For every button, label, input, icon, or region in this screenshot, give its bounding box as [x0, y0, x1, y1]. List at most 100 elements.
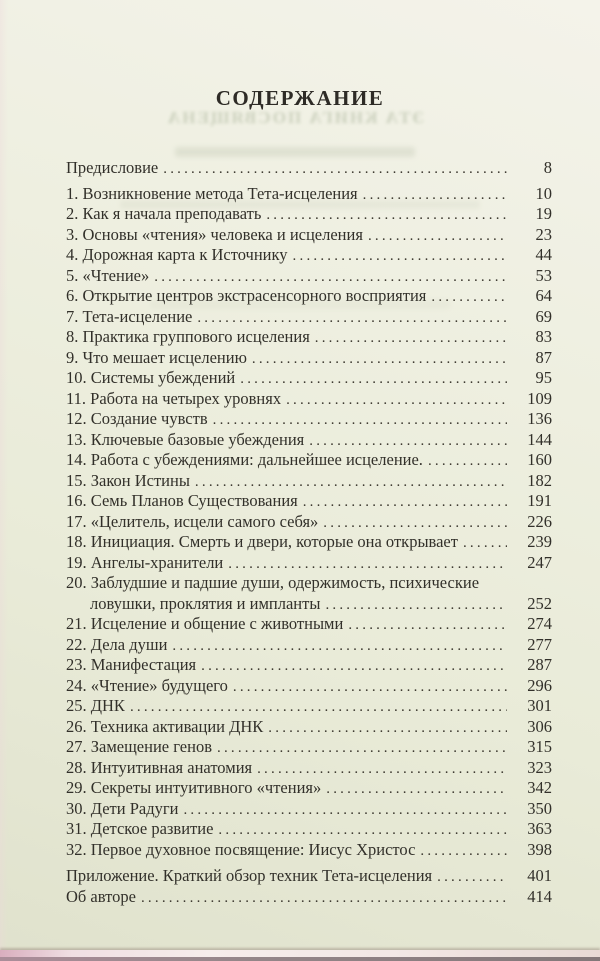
toc-entry-page: 274: [527, 614, 552, 633]
dot-leader: [163, 158, 507, 179]
dot-leader: [326, 778, 507, 799]
toc-entry-page: 69: [535, 306, 553, 326]
toc-entry-title: 17. «Целитель, исцели самого себя»: [66, 511, 319, 531]
toc-entry: 13. Ключевые базовые убеждения 144: [66, 430, 552, 451]
toc-entry: 7. Тета-исцеление 69: [66, 307, 552, 328]
toc-entry-title: 32. Первое духовное посвящение: Иисус Хр…: [66, 839, 416, 859]
toc-entry: 3. Основы «чтения» человека и исцеления …: [66, 225, 552, 246]
toc-entry: 14. Работа с убеждениями: дальнейшее исц…: [66, 450, 552, 471]
toc-entry: 30. Дети Радуги 350: [66, 799, 552, 820]
toc-entry: 6. Открытие центров экстрасенсорного вос…: [66, 286, 552, 307]
showthrough-smudge: [175, 147, 415, 157]
toc-entry: 16. Семь Планов Существования 191: [66, 491, 552, 512]
dot-leader: [201, 655, 507, 676]
toc-entry-title: 20. Заблудшие и падшие души, одержимость…: [66, 573, 480, 592]
toc-entry-page: 64: [535, 286, 553, 305]
toc-entry-title: 25. ДНК: [66, 696, 125, 715]
dot-leader: [172, 635, 507, 656]
page-title: СОДЕРЖАНИЕ: [215, 86, 385, 110]
dot-leader: [197, 307, 507, 328]
dot-leader: [368, 225, 507, 246]
toc-entry: 17. «Целитель, исцели самого себя» 226: [66, 512, 552, 533]
toc-entry: Приложение. Краткий обзор техник Тета-ис…: [66, 866, 552, 887]
toc-entry-page: 398: [527, 839, 552, 859]
toc-entry-title: 7. Тета-исцеление: [66, 306, 193, 326]
dot-leader: [218, 819, 507, 840]
toc-entry-page: 239: [527, 532, 552, 551]
toc-entry-title: 5. «Чтение»: [66, 265, 150, 285]
toc-entry-page: 287: [527, 655, 552, 674]
toc-entry-title: 18. Инициация. Смерть и двери, которые о…: [66, 532, 458, 551]
toc-entry: 22. Дела души 277: [66, 635, 552, 656]
toc-entry-page: 363: [527, 819, 552, 838]
toc-entry-title: 8. Практика группового исцеления: [66, 327, 310, 346]
toc-entry-page: 23: [535, 224, 553, 244]
toc-entry: ловушки, проклятия и импланты 252: [66, 594, 552, 615]
toc-entry-title: ловушки, проклятия и импланты: [90, 593, 321, 613]
toc-entry-page: 44: [535, 245, 553, 264]
dot-leader: [323, 512, 507, 533]
toc-entry-title: 10. Системы убеждений: [66, 368, 236, 387]
toc-entry: 5. «Чтение» 53: [66, 266, 552, 287]
toc-entry-title: 28. Интуитивная анатомия: [66, 757, 253, 777]
toc-entry-title: 21. Исцеление и общение с животными: [66, 614, 344, 633]
photo-background-edge-dark: [0, 957, 600, 961]
toc-entry-title: 15. Закон Истины: [66, 470, 190, 490]
dot-leader: [217, 737, 507, 758]
dot-leader: [233, 676, 507, 697]
toc-entry: 24. «Чтение» будущего 296: [66, 676, 552, 697]
photo-background-edge-light: [0, 950, 600, 957]
toc-entry-title: 24. «Чтение» будущего: [66, 675, 228, 695]
toc-entry-title: 12. Создание чувств: [66, 409, 208, 428]
toc-entry: 20. Заблудшие и падшие души, одержимость…: [66, 573, 552, 594]
dot-leader: [293, 245, 507, 266]
toc-entry-page: 87: [535, 347, 553, 367]
toc-entry: 27. Замещение генов 315: [66, 737, 552, 758]
toc-entry-page: 301: [527, 696, 552, 715]
dot-leader: [268, 717, 507, 738]
toc-entry: 1. Возникновение метода Тета-исцеления 1…: [66, 184, 552, 205]
toc-entry-page: 226: [527, 511, 552, 531]
toc-entry-title: 30. Дети Радуги: [66, 798, 179, 818]
toc-entry: 23. Манифестация 287: [66, 655, 552, 676]
toc-entry-title: Предисловие: [66, 158, 159, 177]
dot-leader: [266, 204, 507, 225]
dot-leader: [437, 866, 507, 887]
toc-entry: 10. Системы убеждений 95: [66, 368, 552, 389]
dot-leader: [213, 409, 507, 430]
toc-entry: 21. Исцеление и общение с животными 274: [66, 614, 552, 635]
dot-leader: [431, 286, 507, 307]
toc-entry-title: 23. Манифестация: [66, 655, 197, 674]
toc-entry: 19. Ангелы-хранители 247: [66, 553, 552, 574]
dot-leader: [183, 799, 507, 820]
dot-leader: [252, 348, 507, 369]
toc-entry-page: 315: [527, 737, 552, 756]
toc-entry-title: 6. Открытие центров экстрасенсорного вос…: [66, 286, 427, 305]
toc-entry-page: 252: [527, 593, 552, 613]
toc-entry: 4. Дорожная карта к Источнику 44: [66, 245, 552, 266]
toc-entry-title: 27. Замещение генов: [66, 737, 212, 756]
toc-entry: 11. Работа на четырех уровнях 109: [66, 389, 552, 410]
toc-entry: 12. Создание чувств 136: [66, 409, 552, 430]
toc-entry: 9. Что мешает исцелению 87: [66, 348, 552, 369]
toc-entry-page: 247: [527, 552, 552, 572]
toc-entry-title: 29. Секреты интуитивного «чтения»: [66, 778, 322, 797]
dot-leader: [463, 532, 507, 553]
toc-entry-page: 95: [535, 368, 553, 387]
toc-entry-title: 22. Дела души: [66, 634, 168, 654]
toc-entry-page: 350: [527, 798, 552, 818]
toc-entry: 29. Секреты интуитивного «чтения» 342: [66, 778, 552, 799]
toc-entry-page: 83: [535, 327, 553, 346]
dot-leader: [309, 430, 507, 451]
toc-entry-title: 11. Работа на четырех уровнях: [66, 388, 282, 408]
toc-entry: 26. Техника активации ДНК 306: [66, 717, 552, 738]
toc-entry-page: 53: [535, 265, 553, 285]
toc-entry-page: 401: [527, 866, 552, 885]
toc-entry-page: 182: [527, 470, 552, 490]
dot-leader: [141, 887, 507, 908]
dot-leader: [325, 594, 507, 615]
toc-entry: 32. Первое духовное посвящение: Иисус Хр…: [66, 840, 552, 861]
dot-leader: [130, 696, 507, 717]
